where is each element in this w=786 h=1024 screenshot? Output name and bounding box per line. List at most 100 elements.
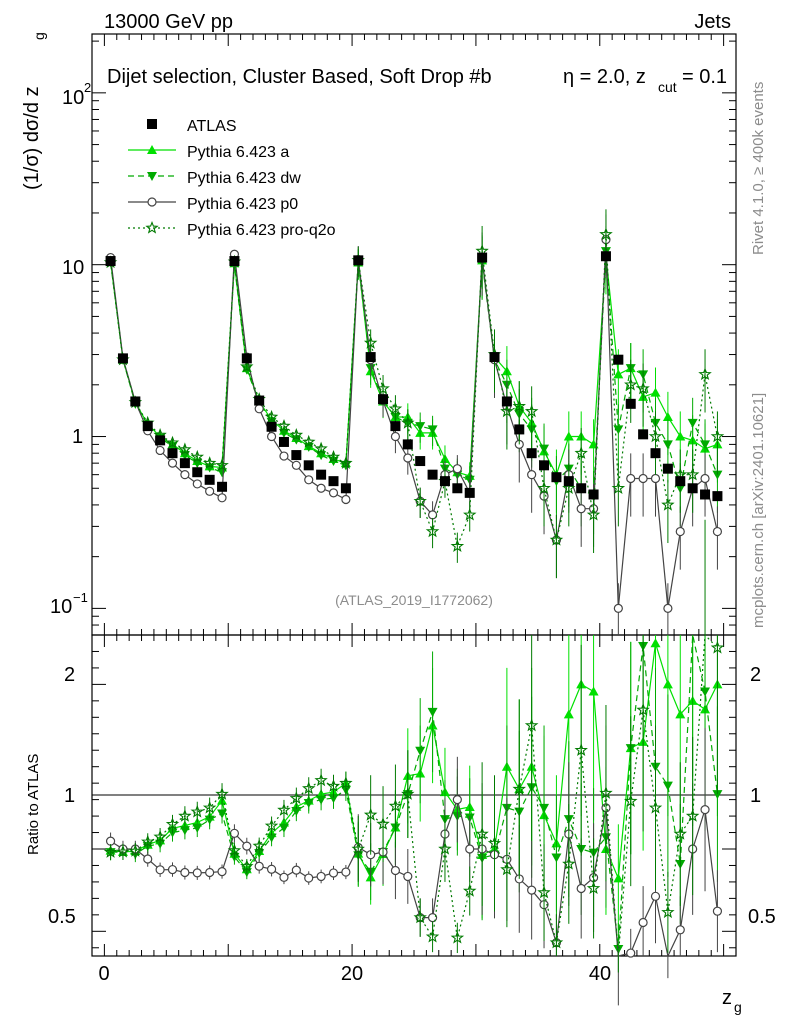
ratio-point-p0: [316, 871, 326, 882]
ratio-point-p0: [291, 865, 301, 875]
ratio-point-pro: [128, 844, 143, 857]
point-pro: [685, 467, 700, 481]
ratio-point-p0: [304, 873, 314, 883]
point-pro: [413, 494, 427, 507]
point-atlas: [662, 463, 673, 474]
ratio-point-dw: [192, 823, 203, 833]
ratio-point-pro: [475, 826, 489, 840]
point-p0: [192, 479, 202, 489]
ratio-point-pro: [289, 791, 304, 805]
point-atlas: [489, 352, 500, 363]
ratio-point-dw: [415, 746, 426, 756]
ratio-point-p0: [638, 917, 648, 928]
point-a: [675, 431, 686, 441]
point-p0: [452, 464, 462, 474]
ratio-point-pro: [574, 743, 588, 756]
svg-text:mcplots.cern.ch [arXiv:2401.10: mcplots.cern.ch [arXiv:2401.10621]: [750, 393, 767, 628]
ratio-point-p0: [229, 828, 240, 838]
point-atlas: [217, 481, 228, 492]
point-atlas: [501, 396, 512, 407]
ratio-point-a: [675, 709, 686, 719]
point-atlas: [576, 483, 587, 494]
point-p0: [291, 460, 301, 470]
ratio-point-p0: [576, 883, 586, 894]
point-dw: [427, 425, 438, 435]
point-atlas: [117, 353, 128, 364]
point-p0: [390, 431, 401, 442]
point-pro: [524, 404, 539, 418]
ratio-tick-2-right: 2: [750, 664, 761, 686]
main-series: [103, 209, 725, 635]
point-atlas: [700, 489, 711, 500]
point-p0: [180, 470, 190, 480]
ratio-point-p0: [341, 867, 351, 877]
ratio-point-p0: [279, 872, 289, 882]
ratio-point-dw: [316, 795, 327, 805]
point-pro: [710, 429, 725, 443]
point-a: [650, 387, 661, 397]
analysis-tag: (ATLAS_2019_I1772062): [335, 592, 493, 608]
ratio-point-pro: [512, 781, 526, 795]
ratio-point-p0: [390, 865, 401, 876]
ratio-point-pro: [413, 910, 427, 924]
point-pro: [215, 458, 229, 472]
x-label-sub: g: [734, 999, 742, 1015]
x-label: z: [722, 987, 732, 1009]
y-tick-01: 10: [50, 596, 72, 618]
legend-marker-dw: [147, 172, 157, 181]
side-label-bottom: mcplots.cern.ch [arXiv:2401.10621]: [750, 393, 767, 628]
point-pro: [339, 456, 353, 469]
plot-title-tail: = 0.1: [682, 66, 727, 88]
point-pro: [388, 401, 403, 415]
ratio-point-pro: [537, 885, 551, 899]
x-tick-labels: 0 20 40: [98, 963, 611, 985]
ratio-point-pro: [562, 856, 576, 870]
plot-title: Dijet selection, Cluster Based, Soft Dro…: [107, 66, 492, 88]
point-dw: [712, 470, 723, 480]
ratio-point-pro: [586, 881, 601, 895]
ratio-point-pro: [648, 800, 663, 814]
point-dw: [662, 440, 673, 450]
main-y-tick-labels: 10 2 10 1 10 −1: [50, 80, 91, 618]
point-atlas: [179, 458, 190, 469]
ratio-point-dw: [662, 781, 673, 791]
point-pro: [661, 497, 675, 511]
point-atlas: [638, 429, 649, 440]
ratio-point-pro: [524, 718, 539, 732]
point-p0: [316, 483, 326, 493]
ratio-point-p0: [465, 844, 475, 854]
ratio-point-pro: [599, 785, 613, 799]
point-atlas: [539, 460, 550, 471]
x-tick-0: 0: [98, 963, 109, 985]
point-atlas: [340, 483, 351, 494]
ratio-point-dw: [700, 687, 711, 697]
legend-marker-p0: [147, 197, 157, 207]
ratio-point-pro: [314, 773, 328, 787]
svg-text:Ratio to ATLAS: Ratio to ATLAS: [25, 754, 42, 855]
ratio-point-p0: [650, 891, 661, 901]
point-pro: [314, 441, 328, 455]
ratio-point-pro: [326, 779, 341, 792]
point-p0: [328, 488, 339, 498]
ratio-point-pro: [462, 883, 477, 897]
point-pro: [326, 449, 341, 463]
y-tick-1: 1: [72, 426, 83, 448]
point-a: [662, 411, 673, 421]
point-atlas: [390, 421, 401, 432]
ratio-point-pro: [401, 786, 415, 800]
ratio-point-p0: [205, 867, 215, 878]
ratio-line-p0: [110, 797, 718, 958]
point-a: [563, 431, 574, 441]
ratio-point-pro: [252, 838, 266, 852]
point-pro: [363, 335, 378, 349]
legend-marker-atlas: [147, 119, 157, 129]
point-atlas: [167, 448, 178, 459]
ratio-point-p0: [242, 841, 252, 851]
point-atlas: [464, 487, 475, 498]
point-pro: [264, 409, 279, 423]
ratio-point-p0: [266, 864, 277, 874]
point-atlas: [291, 450, 302, 461]
ratio-tick-1: 1: [64, 785, 75, 807]
point-p0: [279, 451, 289, 461]
